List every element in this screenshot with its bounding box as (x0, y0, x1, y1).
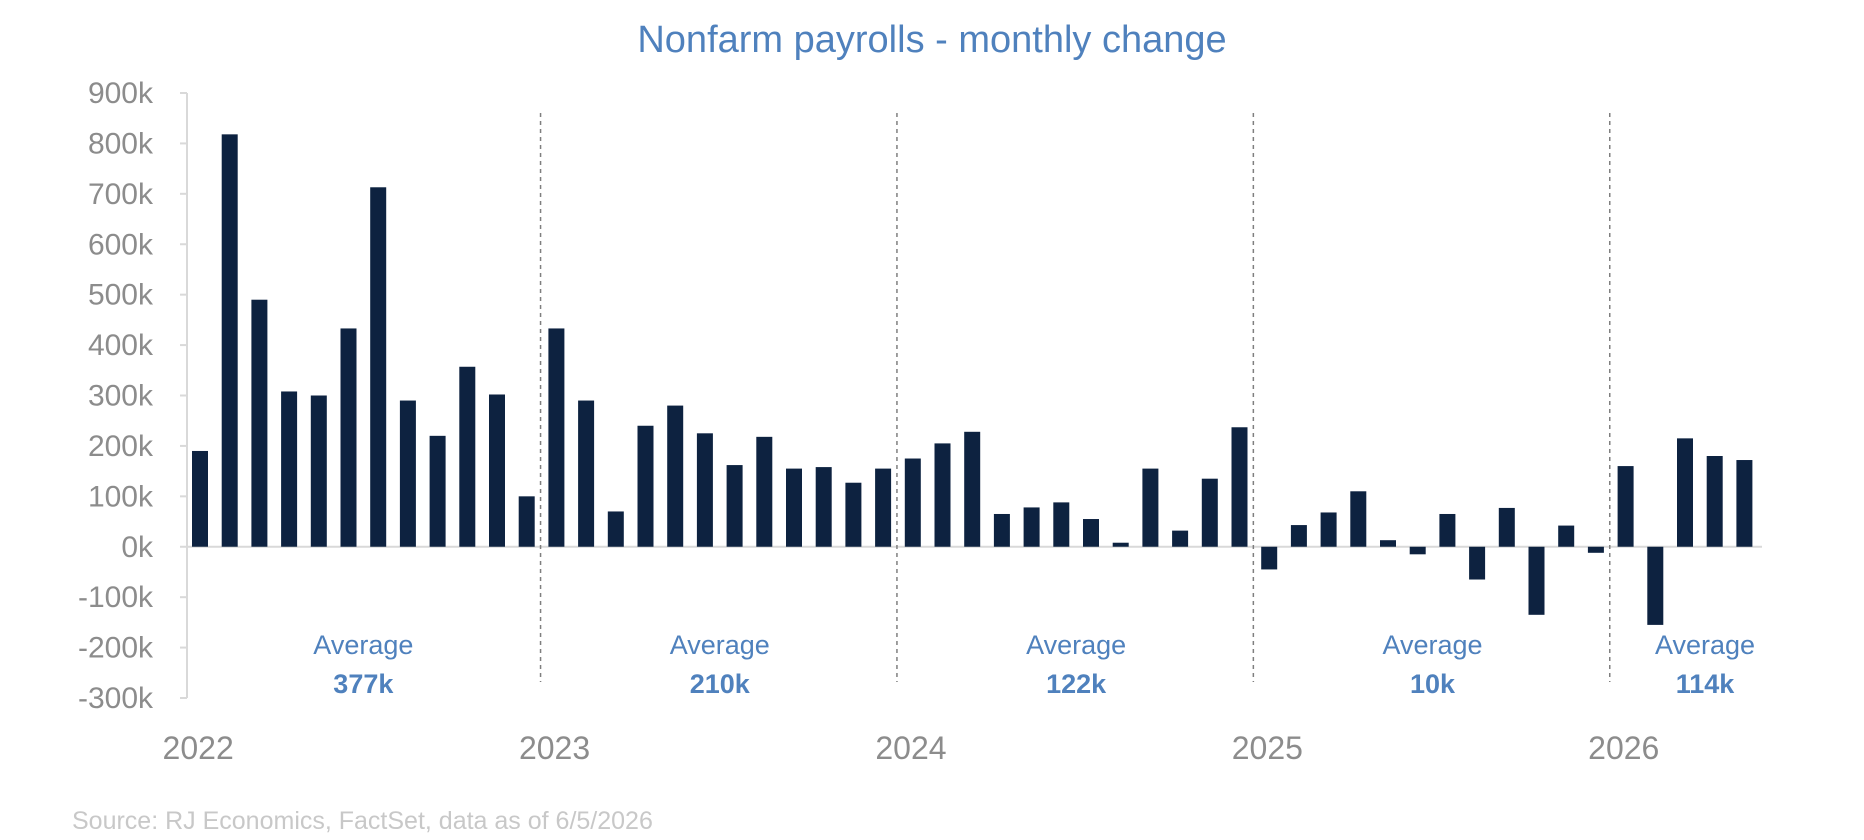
y-tick-label: 700k (88, 178, 154, 211)
year-label: 2026 (1588, 730, 1659, 766)
year-averages: Average 377k Average 210k Average 122k Average… (313, 630, 1755, 699)
bar (696, 433, 713, 547)
bar (1172, 530, 1189, 547)
y-tick-label: 200k (88, 430, 154, 463)
bar (548, 328, 565, 547)
y-tick-label: -100k (78, 581, 154, 614)
average-label: Average (1026, 630, 1126, 660)
bar (607, 511, 624, 547)
y-tick-label: 600k (88, 228, 154, 261)
bar (904, 458, 921, 547)
average-label: Average (670, 630, 770, 660)
year-label: 2023 (519, 730, 590, 766)
average-label: Average (1655, 630, 1755, 660)
y-tick-label: -300k (78, 682, 154, 715)
bar (1142, 468, 1159, 547)
bar (192, 450, 208, 547)
average-value: 210k (690, 669, 751, 699)
chart-title: Nonfarm payrolls - monthly change (637, 19, 1226, 61)
average-label: Average (1383, 630, 1483, 660)
bar (845, 482, 862, 547)
bar (578, 400, 595, 547)
bar (1261, 546, 1278, 570)
bar (934, 443, 951, 547)
y-tick-label: 500k (88, 279, 154, 312)
bar (1350, 491, 1367, 547)
bar (637, 425, 654, 547)
bar (756, 436, 773, 547)
bar (815, 467, 832, 547)
bar (399, 400, 416, 547)
bar (875, 468, 892, 547)
bar (1558, 525, 1575, 547)
axes (186, 93, 1762, 698)
average-value: 10k (1410, 669, 1456, 699)
bar (310, 395, 327, 547)
year-label: 2022 (163, 730, 234, 766)
bar (489, 394, 505, 547)
y-axis-ticks: 900k 800k 700k 600k 500k 400k 300k 200k 100k 0k -1… (78, 77, 187, 715)
average-value: 114k (1676, 669, 1736, 699)
y-tick-label: 0k (121, 531, 154, 564)
source-note: Source: RJ Economics, FactSet, data as o… (72, 807, 653, 835)
bar (1469, 546, 1486, 580)
bar (221, 134, 238, 547)
bar (1736, 460, 1753, 547)
bar (786, 468, 802, 547)
bar (281, 391, 298, 547)
bar (667, 405, 684, 547)
y-tick-label: 900k (88, 77, 154, 110)
bar (518, 496, 535, 547)
bar (1320, 512, 1337, 547)
bar (340, 328, 357, 547)
bar (726, 465, 743, 547)
y-tick-label: 800k (88, 127, 154, 160)
year-label: 2025 (1232, 730, 1303, 766)
average-value: 377k (333, 669, 394, 699)
bar (370, 187, 387, 547)
bar (1706, 456, 1723, 547)
bars (192, 134, 1753, 625)
bar (1231, 427, 1248, 547)
bar (1053, 502, 1070, 547)
bar (1677, 438, 1693, 547)
year-labels: 2022 2023 2024 2025 2026 (163, 730, 1660, 766)
bar (1409, 546, 1426, 555)
bar (1380, 540, 1396, 547)
bar (1647, 546, 1664, 625)
bar (1439, 513, 1456, 547)
bar (1112, 542, 1129, 547)
bar (1201, 478, 1218, 547)
year-dividers (539, 113, 1611, 682)
bar (1528, 546, 1545, 615)
year-label: 2024 (875, 730, 946, 766)
bar (1498, 507, 1515, 547)
y-tick-label: 400k (88, 329, 154, 362)
bar (1083, 519, 1099, 547)
bar (1587, 546, 1604, 553)
y-tick-label: 300k (88, 380, 154, 413)
bar (1290, 525, 1307, 547)
bar (1023, 507, 1040, 547)
bar (1617, 466, 1634, 547)
bar (459, 366, 476, 547)
average-label: Average (313, 630, 413, 660)
bar (429, 435, 446, 547)
average-value: 122k (1046, 669, 1107, 699)
y-tick-label: -200k (78, 632, 154, 665)
y-tick-label: 100k (88, 480, 154, 513)
bar (993, 513, 1010, 547)
bar (964, 431, 981, 547)
bar (251, 299, 268, 547)
